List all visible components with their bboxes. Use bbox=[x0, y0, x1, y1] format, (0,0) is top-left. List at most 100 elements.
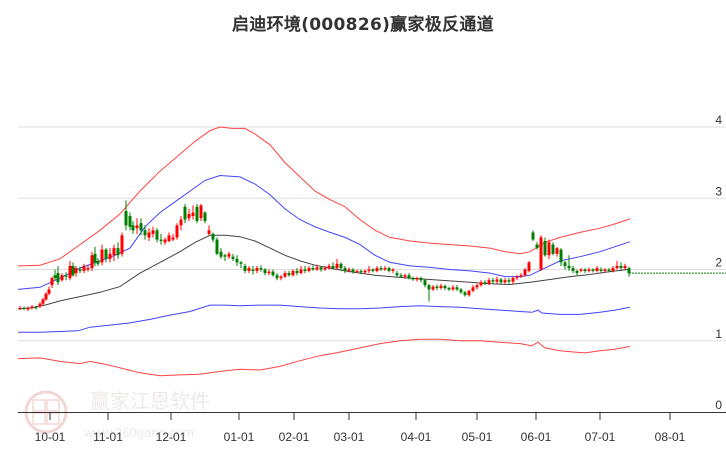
candle bbox=[307, 265, 311, 273]
candle bbox=[527, 260, 531, 273]
candle bbox=[112, 244, 116, 261]
candle bbox=[56, 265, 60, 286]
channel-lines bbox=[17, 126, 631, 377]
candle bbox=[22, 306, 26, 311]
candle bbox=[467, 289, 471, 297]
candle bbox=[108, 248, 112, 263]
candle bbox=[86, 265, 90, 272]
candle bbox=[579, 268, 583, 273]
candle bbox=[571, 265, 575, 274]
candle bbox=[187, 208, 191, 222]
candle bbox=[415, 276, 419, 282]
series-middle bbox=[17, 234, 629, 310]
candle bbox=[515, 275, 519, 281]
watermark: 赢家江恩软件 www.360gann.com bbox=[24, 389, 210, 440]
candle bbox=[147, 228, 151, 241]
candle bbox=[379, 265, 383, 271]
candle bbox=[535, 242, 539, 250]
candle bbox=[443, 284, 447, 291]
candle bbox=[475, 283, 479, 290]
candle bbox=[331, 262, 335, 270]
candle bbox=[511, 276, 515, 284]
candle bbox=[619, 262, 623, 270]
candle bbox=[355, 269, 359, 274]
candle bbox=[128, 212, 132, 231]
candle bbox=[231, 253, 235, 261]
series-upper_outer bbox=[17, 126, 631, 267]
y-tick-label: 2 bbox=[715, 256, 722, 270]
candle bbox=[607, 268, 611, 273]
x-tick-label: 11-01 bbox=[93, 430, 123, 444]
candle bbox=[539, 235, 543, 271]
candle bbox=[595, 265, 599, 273]
candle bbox=[68, 260, 72, 281]
candle bbox=[100, 244, 104, 266]
candle bbox=[223, 253, 227, 261]
candle bbox=[255, 265, 259, 274]
candle bbox=[299, 265, 303, 275]
candle bbox=[207, 225, 211, 236]
candle bbox=[104, 248, 108, 263]
y-axis: 0 1 2 3 4 bbox=[715, 113, 722, 412]
series-upper_inner bbox=[17, 174, 631, 290]
candle bbox=[351, 268, 355, 274]
candle bbox=[227, 251, 231, 259]
candle bbox=[235, 255, 239, 266]
candle bbox=[283, 270, 287, 279]
candle bbox=[555, 246, 559, 257]
candle bbox=[71, 262, 75, 277]
y-tick-label: 3 bbox=[715, 184, 722, 198]
candle bbox=[96, 258, 100, 266]
candle bbox=[519, 273, 523, 279]
candle bbox=[259, 265, 263, 272]
x-tick-label: 06-01 bbox=[521, 430, 552, 444]
candle bbox=[155, 228, 159, 243]
y-tick-label: 1 bbox=[715, 327, 722, 341]
candle bbox=[183, 203, 187, 224]
candle bbox=[50, 276, 54, 289]
candle bbox=[263, 268, 267, 276]
candle bbox=[82, 263, 86, 274]
candle bbox=[387, 266, 391, 273]
candle bbox=[423, 278, 427, 288]
candle bbox=[407, 273, 411, 280]
candle bbox=[93, 246, 97, 266]
watermark-name: 赢家江恩软件 bbox=[90, 389, 210, 413]
candle bbox=[431, 285, 435, 291]
candle bbox=[323, 265, 327, 271]
candle bbox=[627, 266, 631, 277]
candle bbox=[116, 242, 120, 259]
candle bbox=[463, 290, 467, 297]
candle bbox=[503, 278, 507, 284]
candle bbox=[587, 267, 591, 273]
x-tick-label: 12-01 bbox=[156, 430, 187, 444]
x-tick-label: 10-01 bbox=[35, 430, 66, 444]
candle bbox=[211, 232, 215, 243]
candle bbox=[47, 286, 51, 296]
candle bbox=[179, 216, 183, 231]
candle bbox=[175, 223, 179, 240]
candle bbox=[483, 280, 487, 286]
x-tick-label: 07-01 bbox=[585, 430, 616, 444]
candle bbox=[339, 262, 343, 271]
candle bbox=[451, 285, 455, 291]
candle bbox=[567, 255, 571, 271]
candle bbox=[399, 273, 403, 279]
candle bbox=[167, 232, 171, 243]
candle bbox=[151, 226, 155, 238]
candle bbox=[499, 278, 503, 284]
candle bbox=[383, 265, 387, 271]
candle bbox=[215, 237, 219, 256]
candle bbox=[495, 276, 499, 284]
candle bbox=[279, 275, 283, 281]
candle bbox=[120, 232, 124, 257]
candle bbox=[543, 237, 547, 257]
candle bbox=[251, 265, 255, 275]
candle bbox=[195, 203, 199, 224]
candle bbox=[491, 278, 495, 284]
candle bbox=[343, 265, 347, 274]
candle bbox=[311, 265, 315, 271]
candle bbox=[139, 218, 143, 236]
candle bbox=[30, 305, 34, 310]
candle bbox=[531, 230, 535, 241]
